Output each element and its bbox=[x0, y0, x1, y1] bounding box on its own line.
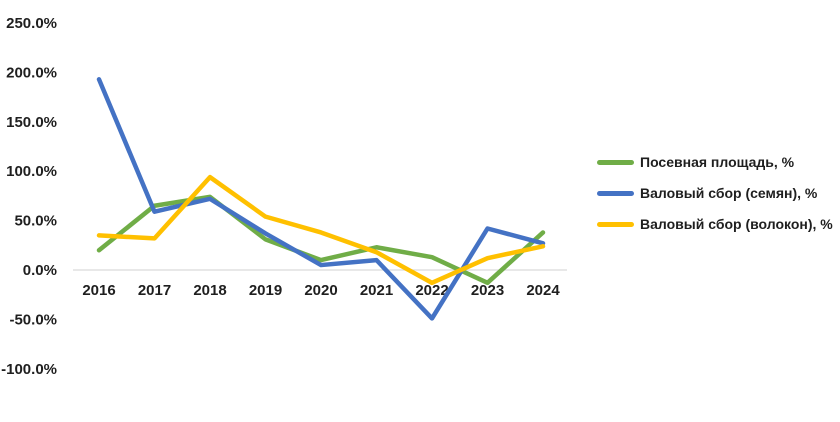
x-tick-label: 2023 bbox=[471, 282, 504, 299]
x-tick-label: 2020 bbox=[304, 282, 337, 299]
series-line-0 bbox=[96, 194, 546, 286]
x-tick-label: 2019 bbox=[249, 282, 282, 299]
x-tick-label: 2024 bbox=[526, 282, 560, 299]
y-tick-label: -50.0% bbox=[9, 311, 57, 328]
legend-item-gross-harvest-fiber[interactable]: Валовый сбор (волокон), % bbox=[597, 214, 833, 234]
y-tick-label: -100.0% bbox=[1, 361, 57, 378]
x-tick-label: 2022 bbox=[415, 282, 448, 299]
series-line-2 bbox=[96, 174, 546, 286]
series-line-1 bbox=[96, 77, 546, 321]
y-tick-label: 150.0% bbox=[6, 114, 57, 131]
x-tick-label: 2018 bbox=[193, 282, 226, 299]
chart-legend: Посевная площадь, % Валовый сбор (семян)… bbox=[597, 152, 833, 234]
x-tick-label: 2016 bbox=[82, 282, 115, 299]
legend-item-gross-harvest-seeds[interactable]: Валовый сбор (семян), % bbox=[597, 183, 833, 203]
yellow-line-swatch bbox=[597, 221, 634, 227]
legend-item-sown-area[interactable]: Посевная площадь, % bbox=[597, 152, 833, 172]
y-tick-label: 100.0% bbox=[6, 163, 57, 180]
legend-label-gross-harvest-seeds: Валовый сбор (семян), % bbox=[640, 185, 818, 201]
blue-line-swatch bbox=[597, 190, 634, 196]
y-tick-label: 50.0% bbox=[14, 213, 57, 230]
legend-label-sown-area: Посевная площадь, % bbox=[640, 154, 795, 170]
y-tick-label: 200.0% bbox=[6, 64, 57, 81]
x-tick-label: 2021 bbox=[360, 282, 393, 299]
x-tick-label: 2017 bbox=[138, 282, 171, 299]
y-tick-label: 250.0% bbox=[6, 15, 57, 32]
legend-label-gross-harvest-fiber: Валовый сбор (волокон), % bbox=[640, 216, 833, 232]
y-tick-label: 0.0% bbox=[23, 262, 57, 279]
green-line-swatch bbox=[597, 159, 634, 165]
